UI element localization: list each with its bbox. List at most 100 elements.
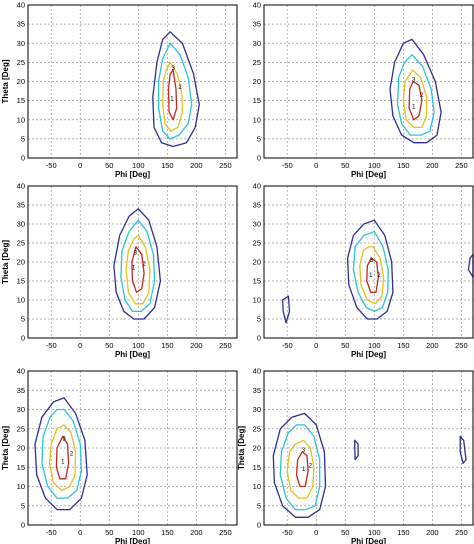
y-tick-label: 0: [21, 521, 25, 530]
x-tick-label: 200: [426, 341, 439, 350]
plot-frame: [27, 370, 238, 526]
x-tick-label: 50: [105, 341, 113, 350]
x-tick-label: 50: [341, 528, 349, 537]
contour-outer: [113, 208, 162, 320]
x-tick-label: 0: [78, 341, 82, 350]
y-tick-label: 20: [253, 77, 261, 86]
contour-inner: [408, 80, 423, 121]
contour-label: 3: [302, 448, 306, 454]
y-axis-label: Theta [Deg]: [1, 240, 10, 284]
x-axis-label: Phi [Deg]: [351, 350, 386, 359]
y-tick-label: 25: [17, 58, 25, 67]
x-axis-label: Phi [Deg]: [351, 537, 386, 544]
contour-outer: [459, 435, 467, 465]
contour-3: [402, 69, 428, 129]
contour-2: [41, 408, 83, 499]
contour-label: 3: [62, 436, 66, 442]
contour-outer: [346, 219, 394, 320]
x-tick-label: 100: [132, 161, 145, 170]
y-tick-label: 10: [253, 115, 261, 124]
x-axis-label: Phi [Deg]: [351, 170, 386, 179]
y-tick-label: 30: [253, 405, 261, 414]
y-tick-label: 0: [21, 154, 25, 163]
y-tick-label: 40: [253, 182, 261, 191]
contour-label: 1: [132, 266, 136, 272]
y-tick-label: 20: [253, 258, 261, 267]
plot-frame: [263, 370, 474, 526]
y-tick-label: 40: [17, 182, 25, 191]
x-tick-label: 150: [397, 528, 410, 537]
contour-2: [279, 424, 321, 511]
x-tick-label: 100: [132, 341, 145, 350]
contour-3: [359, 246, 385, 305]
y-tick-label: 10: [17, 482, 25, 491]
y-tick-label: 10: [253, 482, 261, 491]
x-tick-label: 100: [368, 528, 381, 537]
contour-2: [120, 219, 156, 313]
contour-inner: [131, 246, 145, 294]
x-tick-label: 100: [132, 528, 145, 537]
x-tick-label: 250: [219, 341, 232, 350]
plot-frame: [27, 185, 238, 339]
y-tick-label: 20: [17, 77, 25, 86]
x-tick-label: -50: [46, 161, 57, 170]
contour-label: 1: [302, 467, 306, 473]
x-axis-label: Phi [Deg]: [115, 537, 150, 544]
x-tick-label: 200: [426, 161, 439, 170]
contour-label: 3: [370, 258, 374, 264]
y-tick-label: 15: [17, 277, 25, 286]
panel-row2-left: 321 -50 0 50 100 150 200 250 0 5 10 15 20 25 30 35 40 Phi…: [1, 182, 238, 359]
x-tick-label: 0: [314, 528, 318, 537]
x-tick-label: -50: [282, 528, 293, 537]
x-tick-label: 250: [455, 341, 468, 350]
y-tick-label: 30: [17, 405, 25, 414]
contour-label: 2: [142, 262, 146, 268]
x-tick-label: 150: [397, 341, 410, 350]
y-tick-label: 5: [21, 134, 25, 143]
contour-label: 1: [170, 97, 174, 103]
y-tick-label: 30: [253, 220, 261, 229]
panel-row3-right: 3 21 -50 0 50 100 150 200 250 0 5 10 15 20 25 30 35 40 Phi…: [237, 367, 474, 544]
x-tick-label: 250: [219, 528, 232, 537]
y-tick-label: 20: [253, 444, 261, 453]
contour-3: [48, 424, 77, 492]
y-tick-label: 15: [17, 463, 25, 472]
y-tick-label: 25: [253, 424, 261, 433]
y-tick-label: 20: [17, 258, 25, 267]
y-tick-label: 40: [17, 1, 25, 10]
plot-frame: [27, 4, 238, 159]
y-tick-label: 10: [17, 296, 25, 305]
x-tick-label: 200: [190, 528, 203, 537]
x-tick-label: 0: [314, 161, 318, 170]
contour-label: 1: [369, 273, 373, 279]
contour-label: 2: [420, 93, 424, 99]
x-tick-label: 100: [368, 341, 381, 350]
y-tick-label: 5: [257, 134, 261, 143]
x-tick-label: 50: [105, 161, 113, 170]
y-tick-label: 0: [257, 154, 261, 163]
contour-inner: [366, 257, 380, 294]
contour-2: [352, 230, 389, 313]
x-tick-label: 150: [161, 528, 174, 537]
contour-outer: [34, 397, 88, 511]
y-tick-label: 25: [253, 58, 261, 67]
contour-2: [157, 42, 193, 140]
x-tick-label: 100: [368, 161, 381, 170]
contour-outer: [353, 439, 359, 461]
contour-label: 2: [70, 452, 74, 458]
contour-inner: [167, 69, 178, 121]
contour-outer: [389, 38, 442, 144]
contour-label: 2: [309, 463, 313, 469]
y-tick-label: 5: [21, 501, 25, 510]
y-tick-label: 40: [17, 367, 25, 376]
x-tick-label: 0: [314, 341, 318, 350]
y-tick-label: 0: [257, 334, 261, 343]
contour-3: [286, 439, 315, 499]
contour-label: 1: [412, 104, 416, 110]
y-tick-label: 0: [21, 334, 25, 343]
x-tick-label: 150: [161, 341, 174, 350]
y-tick-label: 35: [253, 20, 261, 29]
y-tick-label: 5: [257, 501, 261, 510]
y-tick-label: 25: [17, 424, 25, 433]
